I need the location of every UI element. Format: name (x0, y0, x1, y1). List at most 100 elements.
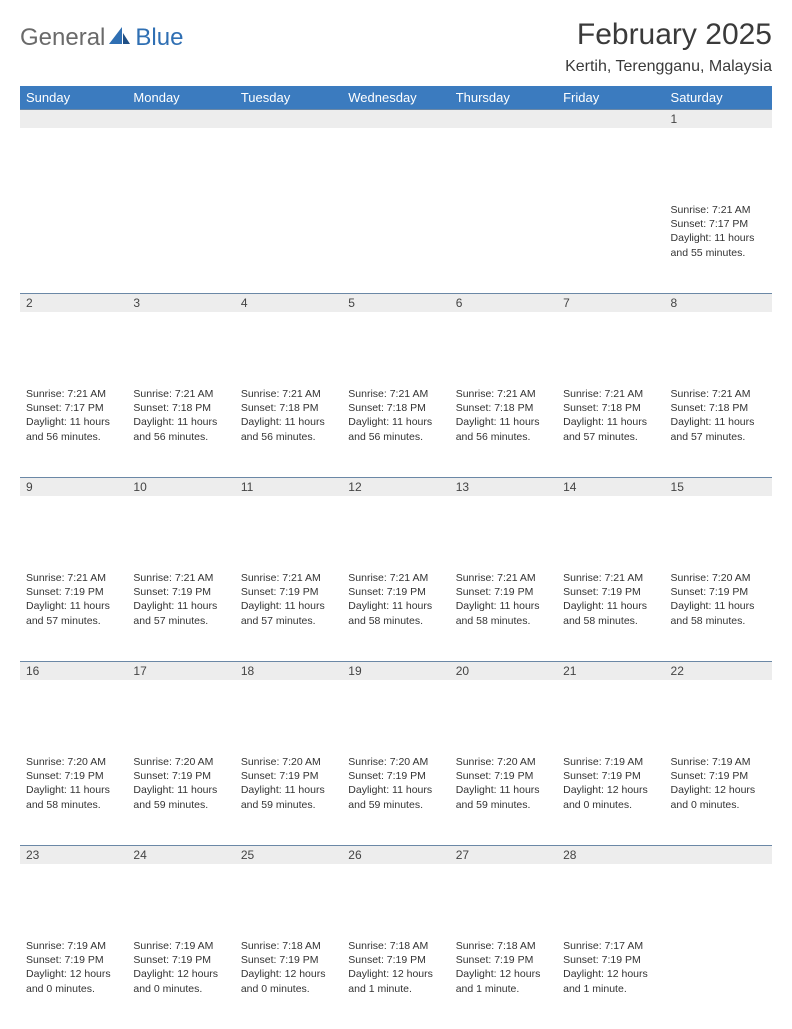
sunrise-text: Sunrise: 7:21 AM (26, 571, 121, 585)
day-cell: Sunrise: 7:18 AMSunset: 7:19 PMDaylight:… (450, 937, 557, 1029)
sunrise-text: Sunrise: 7:21 AM (241, 387, 336, 401)
daylight-text: Daylight: 11 hours and 56 minutes. (133, 415, 228, 443)
empty-day-number (20, 109, 127, 128)
day-cell: Sunrise: 7:18 AMSunset: 7:19 PMDaylight:… (235, 937, 342, 1029)
sunset-text: Sunset: 7:19 PM (348, 585, 443, 599)
daylight-text: Daylight: 11 hours and 57 minutes. (133, 599, 228, 627)
empty-day-number (235, 109, 342, 128)
day-number: 1 (665, 109, 772, 128)
daylight-text: Daylight: 12 hours and 1 minute. (456, 967, 551, 995)
sunrise-text: Sunrise: 7:21 AM (241, 571, 336, 585)
day-cell: Sunrise: 7:21 AMSunset: 7:19 PMDaylight:… (20, 569, 127, 661)
week-row: Sunrise: 7:21 AMSunset: 7:17 PMDaylight:… (20, 385, 772, 477)
sunset-text: Sunset: 7:18 PM (241, 401, 336, 415)
daylight-text: Daylight: 11 hours and 58 minutes. (563, 599, 658, 627)
day-content: Sunrise: 7:19 AMSunset: 7:19 PMDaylight:… (665, 753, 772, 818)
sunrise-text: Sunrise: 7:20 AM (456, 755, 551, 769)
day-cell: Sunrise: 7:21 AMSunset: 7:19 PMDaylight:… (450, 569, 557, 661)
daylight-text: Daylight: 11 hours and 59 minutes. (456, 783, 551, 811)
day-number-row: 2345678 (20, 293, 772, 385)
weekday-header: Friday (557, 86, 664, 109)
day-number: 26 (342, 845, 449, 864)
day-content: Sunrise: 7:18 AMSunset: 7:19 PMDaylight:… (235, 937, 342, 1002)
day-content: Sunrise: 7:21 AMSunset: 7:17 PMDaylight:… (20, 385, 127, 450)
sunset-text: Sunset: 7:18 PM (671, 401, 766, 415)
sunrise-text: Sunrise: 7:21 AM (26, 387, 121, 401)
day-number: 7 (557, 293, 664, 312)
sunset-text: Sunset: 7:19 PM (241, 953, 336, 967)
weekday-header: Sunday (20, 86, 127, 109)
day-number: 22 (665, 661, 772, 680)
sunrise-text: Sunrise: 7:21 AM (348, 387, 443, 401)
sunrise-text: Sunrise: 7:18 AM (456, 939, 551, 953)
day-cell: Sunrise: 7:17 AMSunset: 7:19 PMDaylight:… (557, 937, 664, 1029)
day-cell (127, 201, 234, 293)
sunset-text: Sunset: 7:19 PM (456, 953, 551, 967)
daylight-text: Daylight: 12 hours and 0 minutes. (241, 967, 336, 995)
day-content: Sunrise: 7:21 AMSunset: 7:18 PMDaylight:… (235, 385, 342, 450)
logo-text-2: Blue (135, 24, 183, 52)
weekday-header: Tuesday (235, 86, 342, 109)
day-number: 6 (450, 293, 557, 312)
day-content: Sunrise: 7:20 AMSunset: 7:19 PMDaylight:… (235, 753, 342, 818)
weekday-header: Wednesday (342, 86, 449, 109)
sunrise-text: Sunrise: 7:20 AM (348, 755, 443, 769)
daylight-text: Daylight: 11 hours and 57 minutes. (26, 599, 121, 627)
daylight-text: Daylight: 11 hours and 58 minutes. (348, 599, 443, 627)
day-cell: Sunrise: 7:21 AMSunset: 7:18 PMDaylight:… (665, 385, 772, 477)
sunrise-text: Sunrise: 7:19 AM (671, 755, 766, 769)
day-cell: Sunrise: 7:21 AMSunset: 7:18 PMDaylight:… (342, 385, 449, 477)
day-content: Sunrise: 7:21 AMSunset: 7:19 PMDaylight:… (557, 569, 664, 634)
sunrise-text: Sunrise: 7:21 AM (456, 387, 551, 401)
sunrise-text: Sunrise: 7:21 AM (133, 571, 228, 585)
day-content: Sunrise: 7:20 AMSunset: 7:19 PMDaylight:… (342, 753, 449, 818)
sunset-text: Sunset: 7:19 PM (26, 585, 121, 599)
day-cell: Sunrise: 7:20 AMSunset: 7:19 PMDaylight:… (342, 753, 449, 845)
daylight-text: Daylight: 11 hours and 57 minutes. (241, 599, 336, 627)
day-content: Sunrise: 7:21 AMSunset: 7:19 PMDaylight:… (20, 569, 127, 634)
day-content: Sunrise: 7:21 AMSunset: 7:19 PMDaylight:… (342, 569, 449, 634)
week-row: Sunrise: 7:20 AMSunset: 7:19 PMDaylight:… (20, 753, 772, 845)
day-cell: Sunrise: 7:20 AMSunset: 7:19 PMDaylight:… (20, 753, 127, 845)
day-cell: Sunrise: 7:21 AMSunset: 7:18 PMDaylight:… (557, 385, 664, 477)
day-number: 13 (450, 477, 557, 496)
weekday-header: Thursday (450, 86, 557, 109)
sunrise-text: Sunrise: 7:20 AM (671, 571, 766, 585)
day-content: Sunrise: 7:20 AMSunset: 7:19 PMDaylight:… (20, 753, 127, 818)
day-number-row: 1 (20, 109, 772, 201)
day-cell (235, 201, 342, 293)
day-content: Sunrise: 7:18 AMSunset: 7:19 PMDaylight:… (342, 937, 449, 1002)
sunrise-text: Sunrise: 7:21 AM (133, 387, 228, 401)
sunset-text: Sunset: 7:19 PM (563, 769, 658, 783)
daylight-text: Daylight: 11 hours and 59 minutes. (133, 783, 228, 811)
day-number: 5 (342, 293, 449, 312)
day-cell: Sunrise: 7:20 AMSunset: 7:19 PMDaylight:… (127, 753, 234, 845)
day-content: Sunrise: 7:19 AMSunset: 7:19 PMDaylight:… (127, 937, 234, 1002)
empty-day-number (342, 109, 449, 128)
day-cell: Sunrise: 7:21 AMSunset: 7:19 PMDaylight:… (342, 569, 449, 661)
empty-day-number (665, 845, 772, 864)
day-number: 17 (127, 661, 234, 680)
day-cell: Sunrise: 7:21 AMSunset: 7:18 PMDaylight:… (450, 385, 557, 477)
day-number: 28 (557, 845, 664, 864)
sunrise-text: Sunrise: 7:21 AM (563, 387, 658, 401)
daylight-text: Daylight: 12 hours and 1 minute. (348, 967, 443, 995)
day-cell: Sunrise: 7:21 AMSunset: 7:17 PMDaylight:… (665, 201, 772, 293)
day-content: Sunrise: 7:21 AMSunset: 7:18 PMDaylight:… (557, 385, 664, 450)
daylight-text: Daylight: 11 hours and 56 minutes. (241, 415, 336, 443)
daylight-text: Daylight: 12 hours and 0 minutes. (133, 967, 228, 995)
day-cell: Sunrise: 7:21 AMSunset: 7:18 PMDaylight:… (127, 385, 234, 477)
daylight-text: Daylight: 12 hours and 0 minutes. (671, 783, 766, 811)
day-content: Sunrise: 7:19 AMSunset: 7:19 PMDaylight:… (20, 937, 127, 1002)
day-cell: Sunrise: 7:20 AMSunset: 7:19 PMDaylight:… (235, 753, 342, 845)
day-number: 25 (235, 845, 342, 864)
daylight-text: Daylight: 12 hours and 0 minutes. (563, 783, 658, 811)
daylight-text: Daylight: 11 hours and 58 minutes. (26, 783, 121, 811)
sunset-text: Sunset: 7:19 PM (563, 585, 658, 599)
sunrise-text: Sunrise: 7:20 AM (241, 755, 336, 769)
day-content: Sunrise: 7:21 AMSunset: 7:19 PMDaylight:… (235, 569, 342, 634)
daylight-text: Daylight: 11 hours and 56 minutes. (26, 415, 121, 443)
week-row: Sunrise: 7:21 AMSunset: 7:19 PMDaylight:… (20, 569, 772, 661)
empty-day-number (450, 109, 557, 128)
daylight-text: Daylight: 11 hours and 58 minutes. (456, 599, 551, 627)
